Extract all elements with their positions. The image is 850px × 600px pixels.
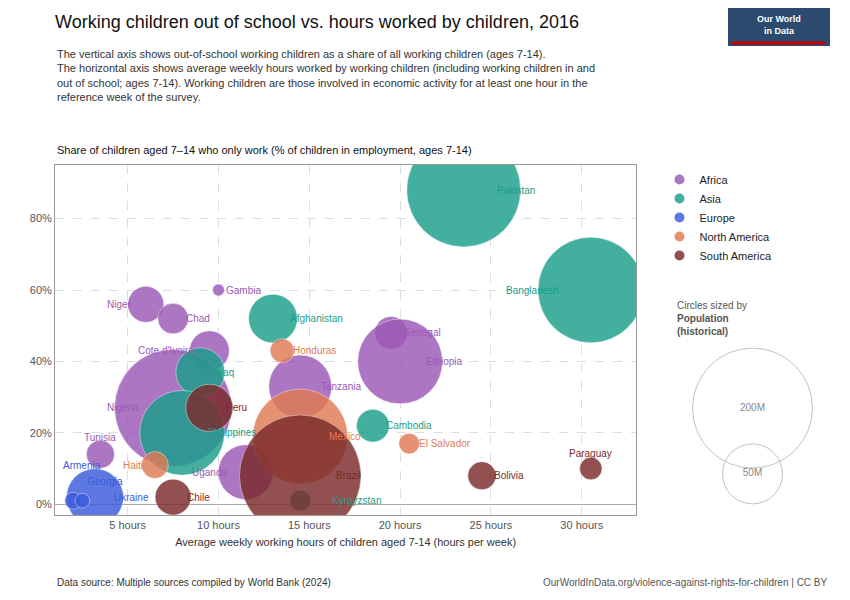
svg-text:Our Worldin Data: Our Worldin Data (757, 14, 801, 36)
svg-text:0%: 0% (36, 498, 52, 510)
svg-text:15 hours: 15 hours (288, 519, 331, 531)
svg-text:Bolivia: Bolivia (494, 470, 524, 481)
svg-text:Peru: Peru (226, 402, 247, 413)
svg-text:Chile: Chile (187, 492, 210, 503)
svg-text:Asia: Asia (700, 193, 722, 205)
svg-text:Pakistan: Pakistan (497, 185, 535, 196)
svg-text:Philippines: Philippines (208, 427, 256, 438)
svg-text:Europe: Europe (700, 212, 735, 224)
svg-text:Nigeria: Nigeria (107, 402, 139, 413)
svg-text:Niger: Niger (107, 299, 132, 310)
svg-text:5 hours: 5 hours (109, 519, 146, 531)
svg-text:Gambia: Gambia (226, 285, 261, 296)
svg-text:Chad: Chad (186, 313, 210, 324)
svg-text:Paraguay: Paraguay (569, 448, 612, 459)
svg-text:Uganda: Uganda (192, 467, 227, 478)
svg-text:Haiti: Haiti (123, 460, 143, 471)
svg-text:Circles sized byPopulation(his: Circles sized byPopulation(historical) (677, 300, 747, 337)
svg-text:Share of children aged 7–14 wh: Share of children aged 7–14 who only wor… (57, 144, 472, 156)
svg-text:Senegal: Senegal (404, 327, 441, 338)
svg-text:80%: 80% (30, 212, 52, 224)
svg-text:20 hours: 20 hours (379, 519, 422, 531)
svg-text:El Salvador: El Salvador (419, 438, 471, 449)
svg-text:Mexico: Mexico (329, 431, 361, 442)
svg-text:25 hours: 25 hours (470, 519, 513, 531)
svg-text:OurWorldInData.org/violence-ag: OurWorldInData.org/violence-against-righ… (543, 577, 828, 588)
svg-text:20%: 20% (30, 427, 52, 439)
svg-text:Africa: Africa (700, 174, 729, 186)
svg-text:Ukraine: Ukraine (114, 492, 149, 503)
svg-text:Working children out of school: Working children out of school vs. hours… (55, 12, 579, 32)
svg-text:40%: 40% (30, 355, 52, 367)
svg-text:10 hours: 10 hours (197, 519, 240, 531)
svg-text:Honduras: Honduras (293, 345, 336, 356)
svg-text:Bangladesh: Bangladesh (506, 285, 559, 296)
svg-text:Georgia: Georgia (87, 476, 123, 487)
svg-text:The vertical axis shows out-of: The vertical axis shows out-of-school wo… (57, 48, 595, 103)
svg-text:Armenia: Armenia (63, 460, 101, 471)
svg-text:Iraq: Iraq (217, 367, 234, 378)
svg-text:Afghanistan: Afghanistan (290, 313, 343, 324)
svg-text:Tanzania: Tanzania (321, 381, 361, 392)
svg-text:South America: South America (700, 250, 772, 262)
svg-text:200M: 200M (740, 402, 765, 413)
svg-text:Cambodia: Cambodia (386, 420, 432, 431)
svg-text:Brazil: Brazil (336, 470, 361, 481)
svg-text:Ethiopia: Ethiopia (426, 356, 463, 367)
svg-text:30 hours: 30 hours (560, 519, 603, 531)
svg-text:Data source: Multiple sources: Data source: Multiple sources compiled b… (57, 577, 331, 588)
svg-text:Cote d'Ivoire: Cote d'Ivoire (138, 345, 194, 356)
svg-text:Kyrgyzstan: Kyrgyzstan (332, 495, 381, 506)
svg-text:50M: 50M (743, 467, 762, 478)
svg-text:Average weekly working hours o: Average weekly working hours of children… (175, 536, 516, 548)
svg-text:Tunisia: Tunisia (84, 432, 116, 443)
svg-text:60%: 60% (30, 284, 52, 296)
svg-text:North America: North America (700, 231, 771, 243)
